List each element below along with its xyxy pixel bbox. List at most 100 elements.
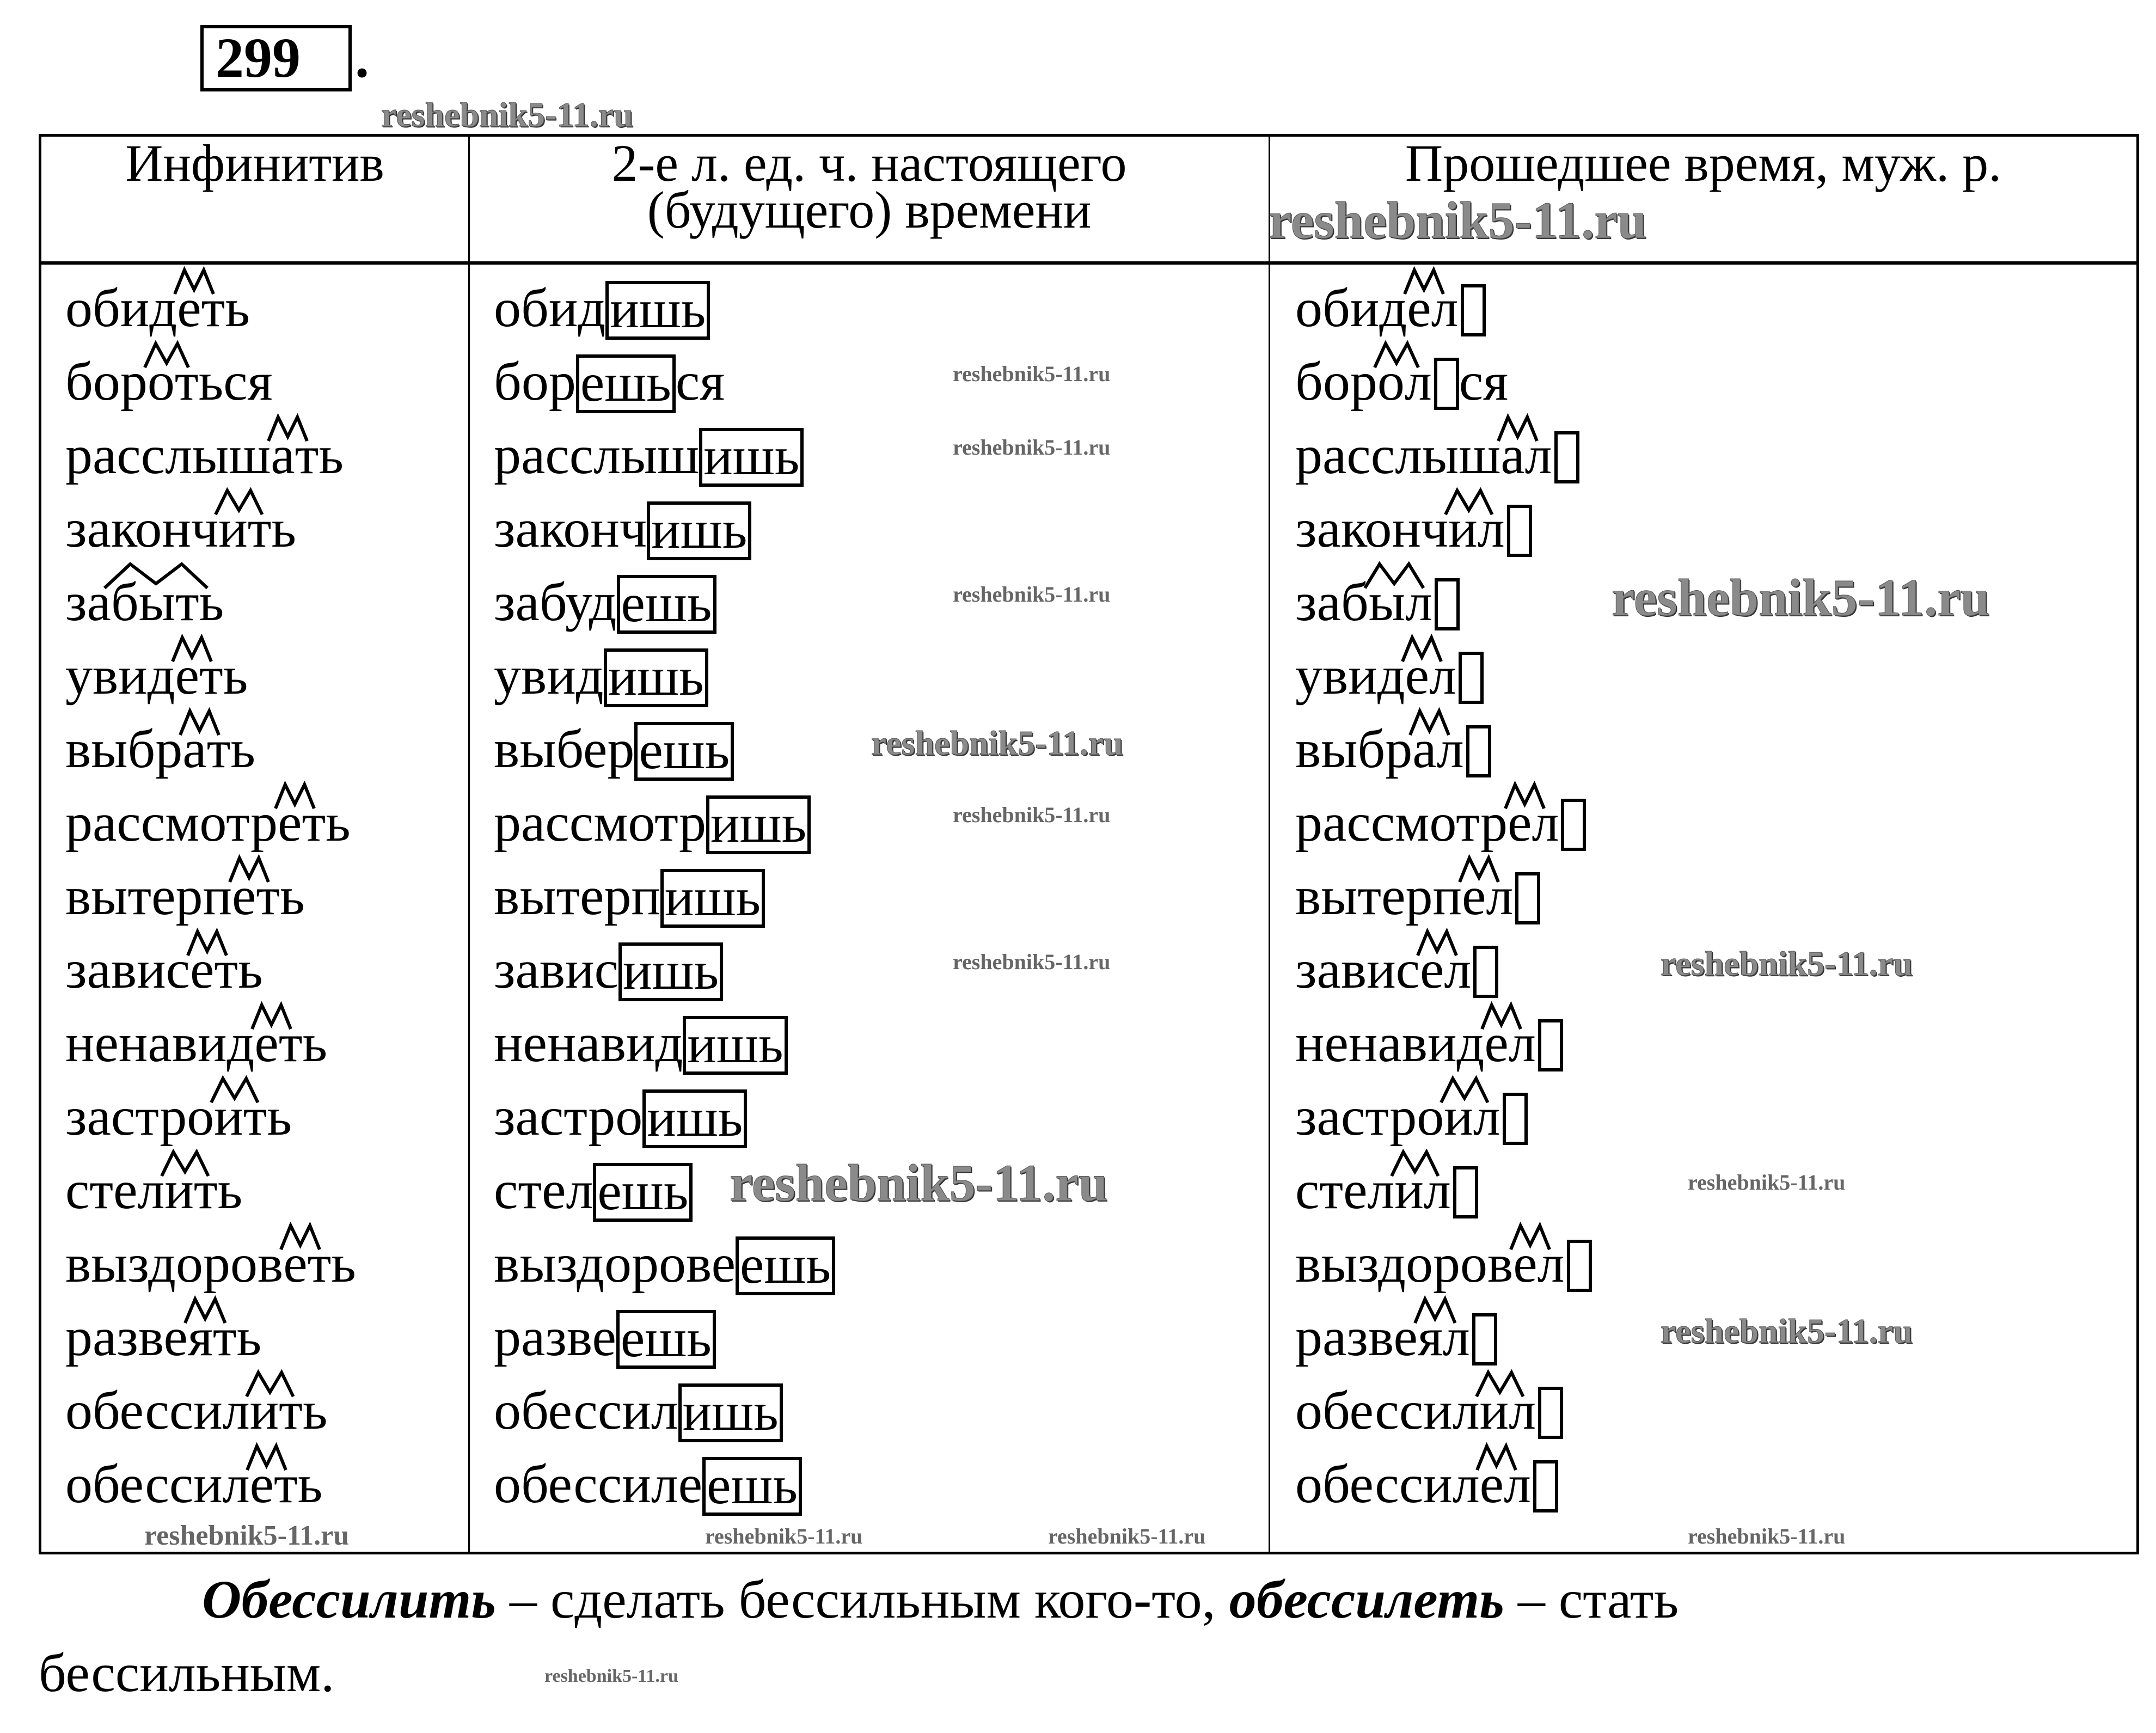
suffix-caret-icon xyxy=(180,709,219,736)
past-form: расслыша л xyxy=(1295,418,1579,492)
watermark: reshebnik5-11.ru xyxy=(953,950,1111,974)
zero-ending-box xyxy=(1515,872,1541,925)
past-form: выздорове л xyxy=(1295,1227,1592,1300)
infinitive-word: обессили ть xyxy=(65,1374,327,1447)
word-stem: вытерп xyxy=(65,866,232,926)
word-stem: забуд xyxy=(494,572,617,632)
past-form: обиде л xyxy=(1295,271,1486,345)
header-present: 2-е л. ед. ч. настоящего (будущего) врем… xyxy=(468,134,1270,265)
past-form: обессили л xyxy=(1295,1374,1564,1447)
suffix-caret-icon xyxy=(145,341,188,369)
watermark: reshebnik5-11.ru xyxy=(953,435,1111,460)
suffix-mark: а xyxy=(182,712,206,786)
present-form: рассмотришь xyxy=(494,786,811,859)
suffix-mark: е xyxy=(1407,271,1431,345)
exercise-number: 299 xyxy=(200,25,352,91)
suffix-caret-icon xyxy=(175,268,213,295)
suffix-mark: я xyxy=(1418,1300,1443,1374)
past-column: обиде л боро л ся расслыша л закончи л забы л увиде… xyxy=(1269,262,2139,1554)
present-form: застроишь xyxy=(494,1080,748,1153)
past-form: обессиле л xyxy=(1295,1447,1558,1521)
ending-box: ишь xyxy=(660,869,765,928)
ending-box: ешь xyxy=(575,354,676,414)
zero-ending-box xyxy=(1466,725,1491,778)
present-form: забудешь xyxy=(494,565,716,639)
past-form: застрои л xyxy=(1295,1080,1528,1153)
infinitive-word: вытерпе ть xyxy=(65,859,305,933)
present-form: обидишь xyxy=(494,271,710,345)
suffix-mark: е xyxy=(177,271,201,345)
suffix-mark: и xyxy=(1480,1374,1509,1447)
suffix-caret-icon xyxy=(230,856,268,883)
suffix-mark: бы xyxy=(111,565,175,639)
watermark: reshebnik5-11.ru xyxy=(953,362,1111,386)
zero-ending-box xyxy=(1533,1460,1558,1513)
suffix-mark: и xyxy=(164,1153,194,1227)
past-suffix: л xyxy=(1431,278,1459,338)
header-past: Прошедшее время, муж. р. xyxy=(1269,134,2139,265)
word-stem: выздоров xyxy=(1295,1233,1514,1294)
suffix-mark: ы xyxy=(1369,565,1405,639)
word-tail: ся xyxy=(675,351,725,412)
zero-ending-box xyxy=(1538,1019,1563,1072)
present-form: развеешь xyxy=(494,1300,716,1374)
ending-box: ишь xyxy=(642,1089,748,1149)
suffix-caret-icon xyxy=(1365,562,1424,589)
word-tail: ть xyxy=(212,1307,262,1367)
watermark: reshebnik5-11.ru xyxy=(729,1154,1108,1212)
zero-ending-box xyxy=(1472,1313,1497,1366)
word-stem: разве xyxy=(1295,1307,1418,1367)
definition-1: – сделать бессильным кого-то, xyxy=(496,1569,1229,1630)
past-form: увиде л xyxy=(1295,639,1484,712)
suffix-mark: е xyxy=(175,639,199,712)
footnote: Обессилить – сделать бессильным кого-то,… xyxy=(39,1563,2139,1710)
watermark: reshebnik5-11.ru xyxy=(1688,1170,1846,1195)
watermark: reshebnik5-11.ru xyxy=(705,1524,863,1548)
watermark: reshebnik5-11.ru xyxy=(1661,944,1913,983)
word-stem: расслыш xyxy=(65,425,271,485)
past-suffix: л xyxy=(1504,1454,1531,1514)
zero-ending-box xyxy=(1460,284,1486,337)
exercise-number-text: 299 xyxy=(216,27,301,89)
present-form: вытерпишь xyxy=(494,859,765,933)
present-form: обессилишь xyxy=(494,1374,783,1447)
watermark: reshebnik5-11.ru xyxy=(953,582,1111,607)
suffix-caret-icon xyxy=(1477,1444,1516,1471)
word-stem: обессил xyxy=(1295,1454,1480,1514)
word-stem: стел xyxy=(1295,1160,1395,1220)
past-suffix: л xyxy=(1436,719,1464,779)
definition-2: – стать xyxy=(1504,1569,1679,1630)
ending-box: ишь xyxy=(706,795,811,855)
ending-box: ешь xyxy=(593,1163,693,1222)
word-stem: выбер xyxy=(494,719,635,779)
infinitive-word: стели ть xyxy=(65,1153,242,1227)
infinitive-word: зависе ть xyxy=(65,933,263,1006)
ending-box: ишь xyxy=(699,428,804,487)
word-stem: обессил xyxy=(494,1380,678,1441)
word-stem: разве xyxy=(65,1307,188,1367)
watermark: reshebnik5-11.ru xyxy=(871,724,1124,763)
suffix-caret-icon xyxy=(281,1223,320,1251)
suffix-caret-icon xyxy=(185,1297,225,1324)
suffix-mark: е xyxy=(283,1227,307,1300)
past-suffix: л xyxy=(1473,1086,1500,1147)
zero-ending-box xyxy=(1561,799,1587,852)
past-suffix: л xyxy=(1429,645,1456,706)
suffix-caret-icon xyxy=(1375,341,1418,369)
word-stem: стел xyxy=(65,1160,165,1220)
word-stem: законч xyxy=(1295,498,1449,559)
suffix-mark: е xyxy=(250,1447,274,1521)
suffix-caret-icon xyxy=(1402,635,1441,663)
word-stem: застро xyxy=(494,1086,643,1147)
ending-box: ишь xyxy=(678,1383,783,1443)
suffix-caret-icon xyxy=(216,488,262,516)
header-text: Инфинитив xyxy=(125,134,384,192)
word-stem: обессиле xyxy=(494,1454,703,1514)
infinitive-word: ненавиде ть xyxy=(65,1006,327,1080)
suffix-mark: я xyxy=(188,1300,213,1374)
watermark: reshebnik5-11.ru xyxy=(1268,191,1647,249)
past-form: забы л xyxy=(1295,565,1460,639)
word-stem: увид xyxy=(1295,645,1405,706)
past-suffix: л xyxy=(1444,939,1472,1000)
watermark: reshebnik5-11.ru xyxy=(144,1520,350,1551)
